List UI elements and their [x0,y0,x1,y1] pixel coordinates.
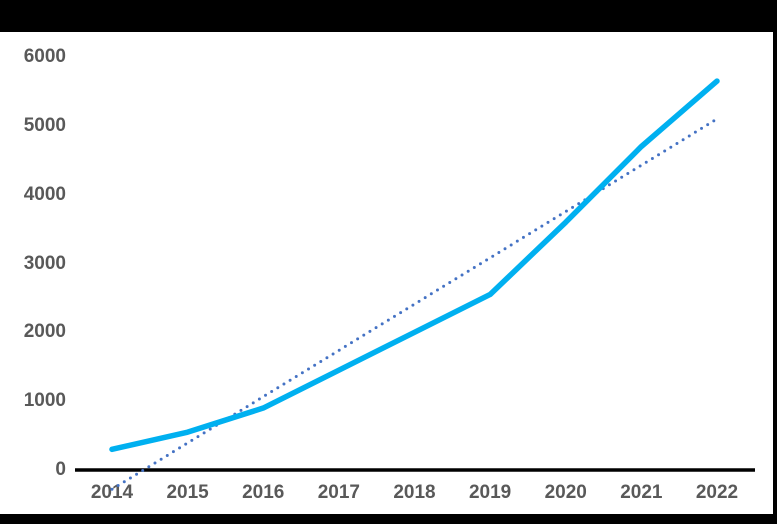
frame-bottom-bar [0,514,777,524]
y-tick-label: 4000 [23,183,66,205]
y-tick-label: 2000 [23,321,66,343]
x-tick-label: 2014 [90,482,134,503]
x-tick-label: 2016 [242,482,285,503]
y-tick-label: 3000 [23,252,66,274]
x-tick-label: 2017 [317,482,361,503]
trendline-dotted [110,117,719,491]
x-tick-label: 2015 [166,482,209,503]
data-series-line [109,78,720,453]
x-tick-label: 2018 [393,482,436,503]
x-tick-label: 2020 [544,482,587,503]
x-tick-label: 2021 [620,482,663,503]
y-tick-label: 5000 [23,114,66,136]
frame-right-bar [773,0,777,524]
y-tick-label: 1000 [23,390,66,412]
x-tick-label: 2019 [468,482,512,503]
y-tick-label: 6000 [23,46,66,67]
x-tick-label: 2022 [695,482,739,503]
frame-top-bar [0,0,777,32]
y-tick-label: 0 [55,459,66,480]
